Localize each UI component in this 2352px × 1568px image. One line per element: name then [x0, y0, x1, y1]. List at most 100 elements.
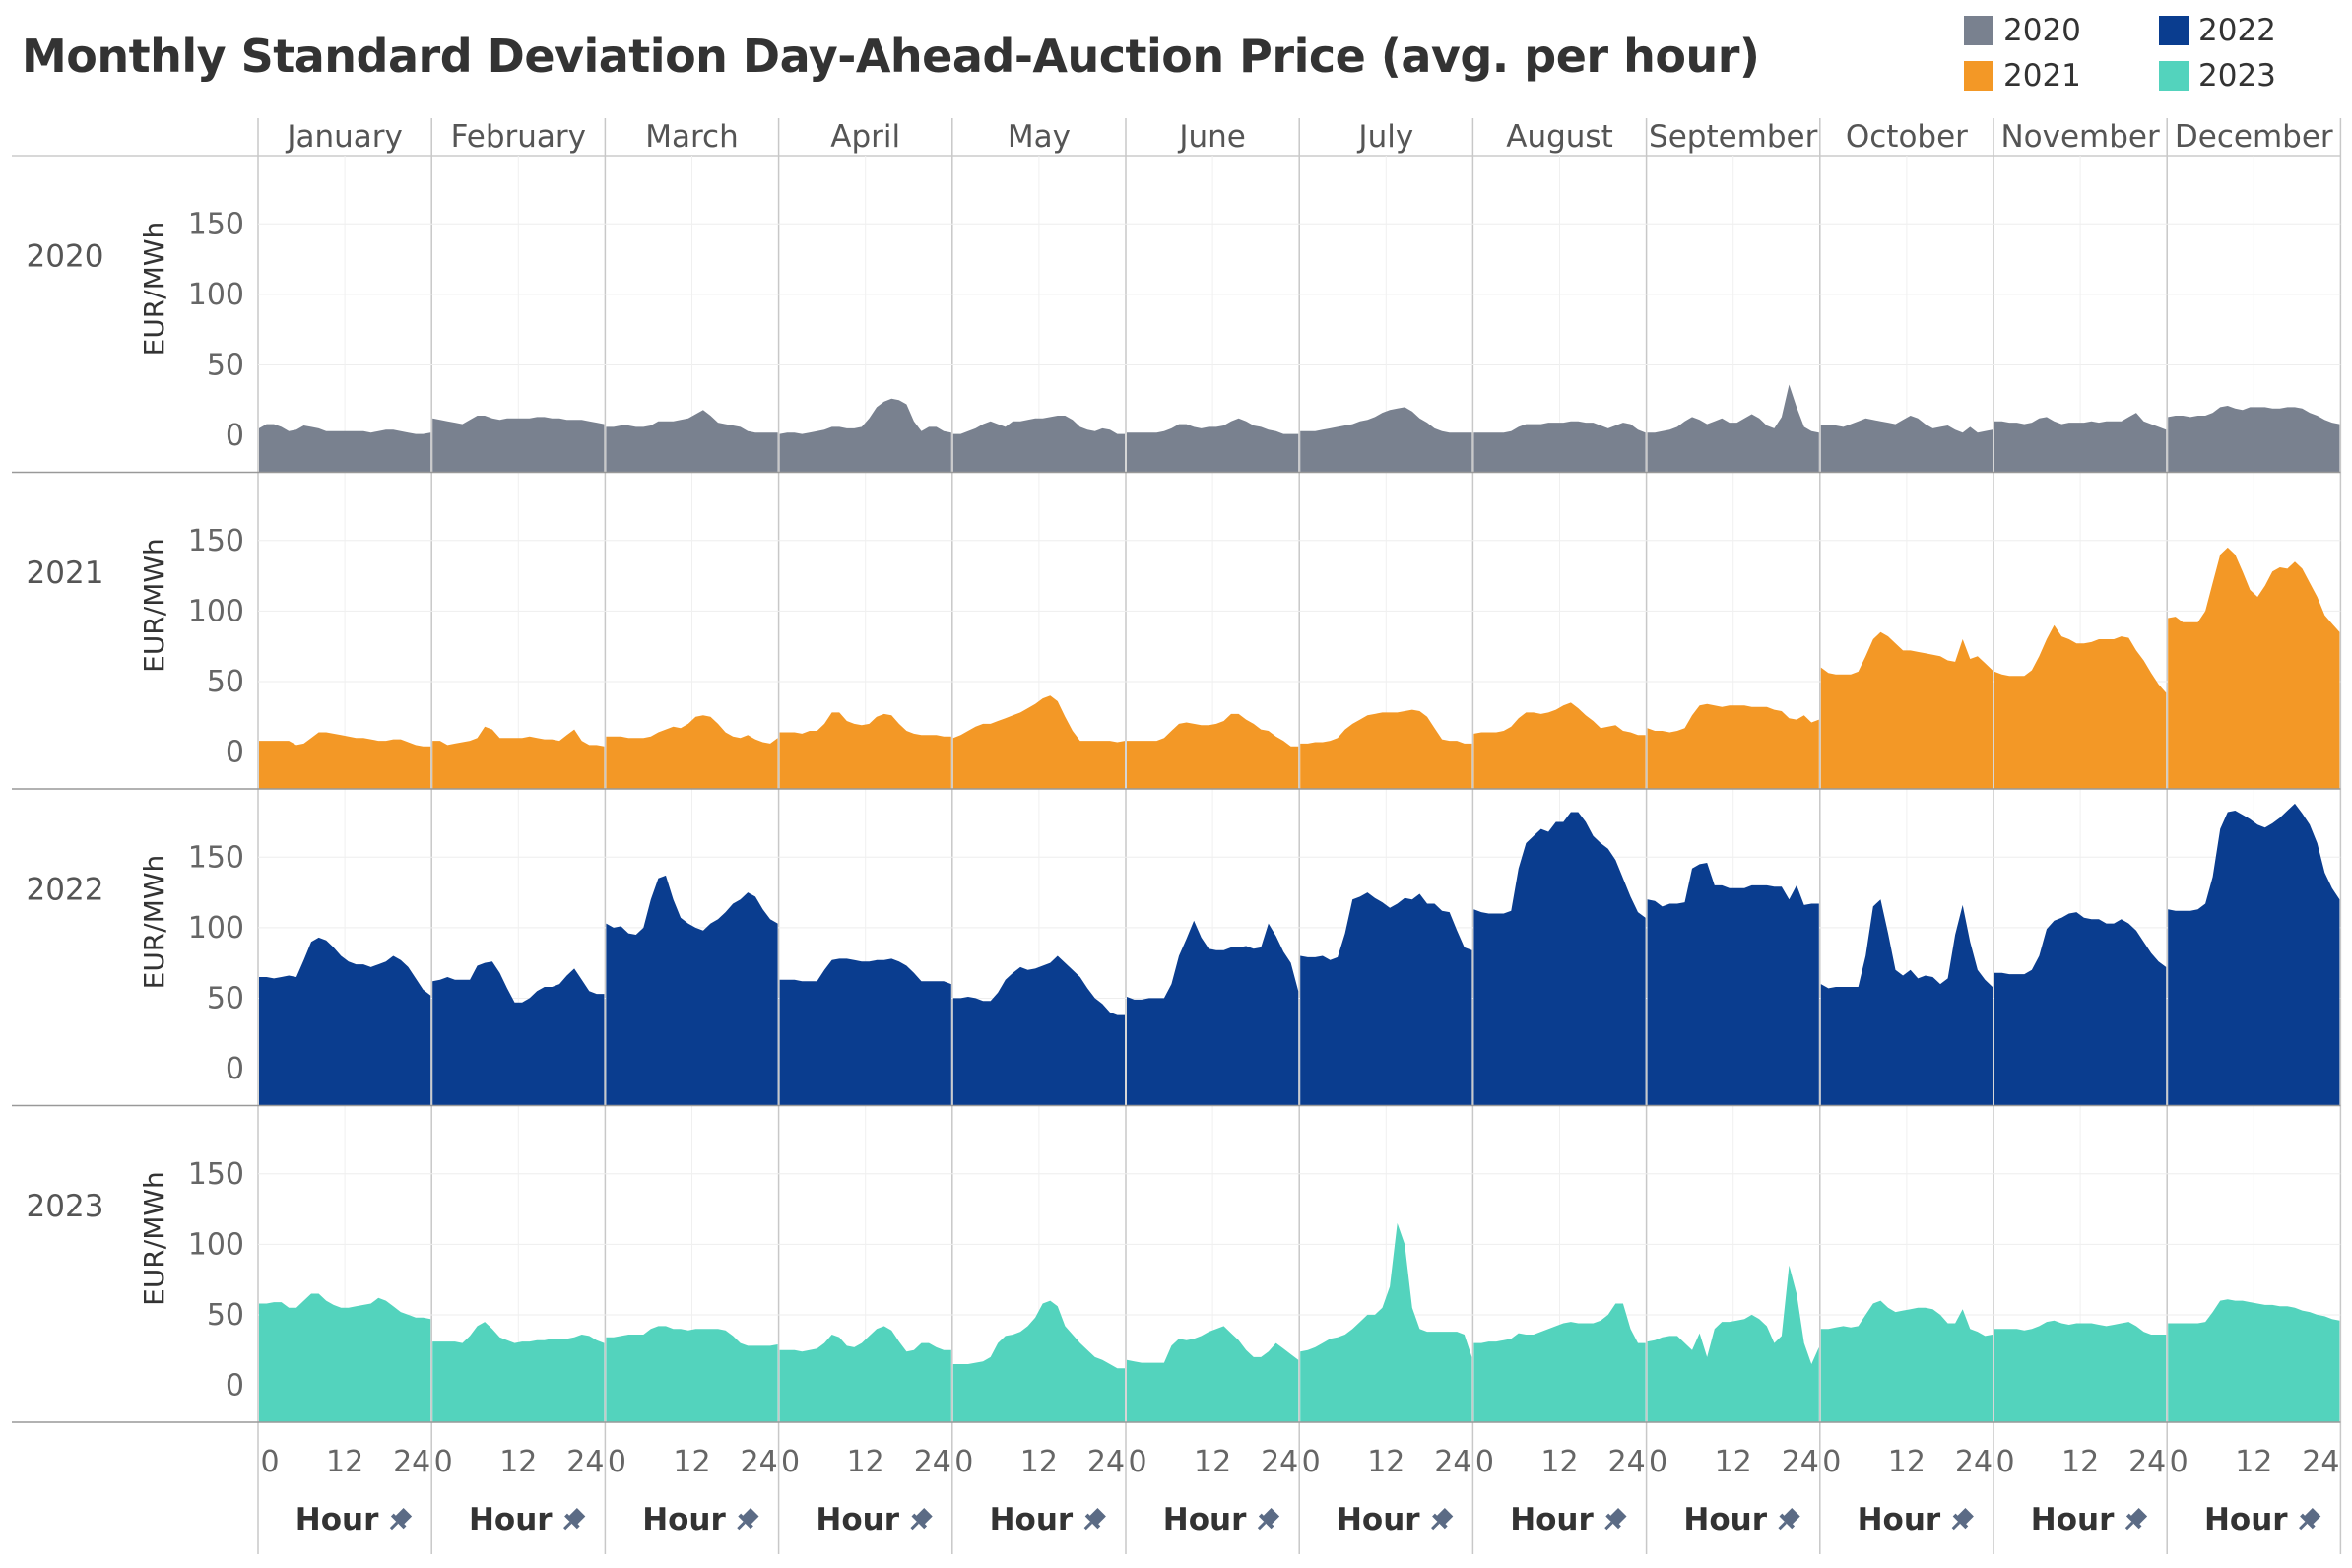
area-2022-april — [779, 958, 951, 1106]
x-tick-label: 24 — [914, 1445, 951, 1479]
area-2022-july — [1300, 892, 1472, 1106]
area-2021-november — [1994, 624, 2167, 789]
y-tick-label: 100 — [188, 1227, 244, 1262]
pin-icon[interactable] — [905, 1506, 935, 1535]
y-tick-label: 100 — [188, 911, 244, 946]
y-tick-label: 0 — [226, 419, 244, 453]
area-2020-june — [1127, 418, 1299, 473]
pin-icon[interactable] — [2294, 1506, 2323, 1535]
pin-icon[interactable] — [1426, 1506, 1456, 1535]
month-label: July — [1356, 119, 1413, 155]
x-tick-label: 0 — [1822, 1445, 1841, 1479]
area-2023-february — [432, 1322, 605, 1422]
area-2023-april — [779, 1326, 951, 1422]
month-label: April — [830, 119, 900, 155]
legend-swatch-2020 — [1964, 16, 1993, 45]
area-2020-march — [606, 410, 778, 473]
pin-icon[interactable] — [1946, 1506, 1976, 1535]
y-axis-title: EUR/MWh — [138, 1171, 170, 1306]
y-tick-label: 0 — [226, 1052, 244, 1086]
y-tick-label: 150 — [188, 840, 244, 875]
y-tick-label: 100 — [188, 278, 244, 312]
x-tick-label: 0 — [1302, 1445, 1321, 1479]
area-2023-january — [259, 1293, 431, 1422]
x-tick-label: 12 — [2235, 1445, 2272, 1479]
pin-icon[interactable] — [1600, 1506, 1629, 1535]
x-tick-label: 12 — [326, 1445, 363, 1479]
month-label: August — [1506, 119, 1613, 155]
legend-item-2023[interactable]: 2023 — [2159, 55, 2276, 97]
x-tick-label: 24 — [1782, 1445, 1819, 1479]
area-2022-june — [1127, 920, 1299, 1106]
area-2021-march — [606, 715, 778, 789]
area-2020-february — [432, 416, 605, 473]
x-tick-label: 0 — [781, 1445, 800, 1479]
pin-icon[interactable] — [2121, 1506, 2150, 1535]
x-axis-title: Hour — [1683, 1502, 1767, 1537]
area-2023-july — [1300, 1222, 1472, 1422]
area-2021-september — [1647, 703, 1819, 789]
area-2020-october — [1820, 416, 1993, 473]
area-2023-september — [1647, 1265, 1819, 1422]
y-tick-label: 50 — [207, 981, 244, 1015]
x-axis-title: Hour — [1510, 1502, 1594, 1537]
x-tick-label: 24 — [566, 1445, 604, 1479]
x-axis-title: Hour — [1337, 1502, 1420, 1537]
x-tick-label: 12 — [1020, 1445, 1058, 1479]
area-2022-november — [1994, 912, 2167, 1106]
x-axis-title: Hour — [2031, 1502, 2115, 1537]
x-axis-title: Hour — [990, 1502, 1074, 1537]
y-tick-label: 100 — [188, 594, 244, 628]
area-2020-december — [2168, 406, 2340, 473]
x-tick-label: 0 — [1649, 1445, 1667, 1479]
x-tick-label: 0 — [2170, 1445, 2189, 1479]
area-2022-march — [606, 875, 778, 1106]
legend-item-2020[interactable]: 2020 — [1964, 10, 2081, 51]
x-tick-label: 0 — [1995, 1445, 2014, 1479]
y-tick-label: 50 — [207, 348, 244, 382]
area-2023-november — [1994, 1320, 2167, 1422]
x-tick-label: 12 — [1888, 1445, 1926, 1479]
x-axis-title: Hour — [642, 1502, 726, 1537]
x-tick-label: 12 — [1367, 1445, 1405, 1479]
area-2022-september — [1647, 863, 1819, 1106]
x-tick-label: 0 — [1475, 1445, 1494, 1479]
x-axis-title: Hour — [2204, 1502, 2288, 1537]
pin-icon[interactable] — [732, 1506, 761, 1535]
x-axis-title: Hour — [295, 1502, 379, 1537]
x-tick-label: 12 — [673, 1445, 710, 1479]
y-tick-label: 0 — [226, 736, 244, 770]
area-2020-january — [259, 424, 431, 473]
legend-swatch-2021 — [1964, 61, 1993, 91]
pin-icon[interactable] — [385, 1506, 415, 1535]
x-tick-label: 0 — [260, 1445, 279, 1479]
y-tick-label: 50 — [207, 1298, 244, 1333]
y-axis-title: EUR/MWh — [138, 855, 170, 990]
x-tick-label: 12 — [1194, 1445, 1231, 1479]
y-tick-label: 150 — [188, 207, 244, 241]
pin-icon[interactable] — [1078, 1506, 1108, 1535]
area-2022-august — [1473, 812, 1646, 1106]
chart-title: Monthly Standard Deviation Day-Ahead-Auc… — [22, 30, 1760, 83]
area-2023-august — [1473, 1303, 1646, 1422]
pin-icon[interactable] — [1773, 1506, 1802, 1535]
area-2021-january — [259, 732, 431, 789]
pin-icon[interactable] — [1253, 1506, 1282, 1535]
legend-item-2021[interactable]: 2021 — [1964, 55, 2081, 97]
legend-swatch-2023 — [2159, 61, 2189, 91]
x-tick-label: 24 — [1608, 1445, 1646, 1479]
y-axis-title: EUR/MWh — [138, 538, 170, 673]
y-tick-label: 150 — [188, 524, 244, 558]
x-tick-label: 24 — [2302, 1445, 2339, 1479]
area-2023-may — [952, 1300, 1125, 1422]
area-2022-october — [1820, 899, 1993, 1106]
month-label: November — [2000, 119, 2160, 155]
pin-icon[interactable] — [558, 1506, 588, 1535]
area-2023-december — [2168, 1299, 2340, 1422]
area-2022-may — [952, 955, 1125, 1106]
legend-item-2022[interactable]: 2022 — [2159, 10, 2276, 51]
area-2022-february — [432, 961, 605, 1106]
x-tick-label: 24 — [1087, 1445, 1125, 1479]
year-label: 2022 — [27, 873, 104, 908]
